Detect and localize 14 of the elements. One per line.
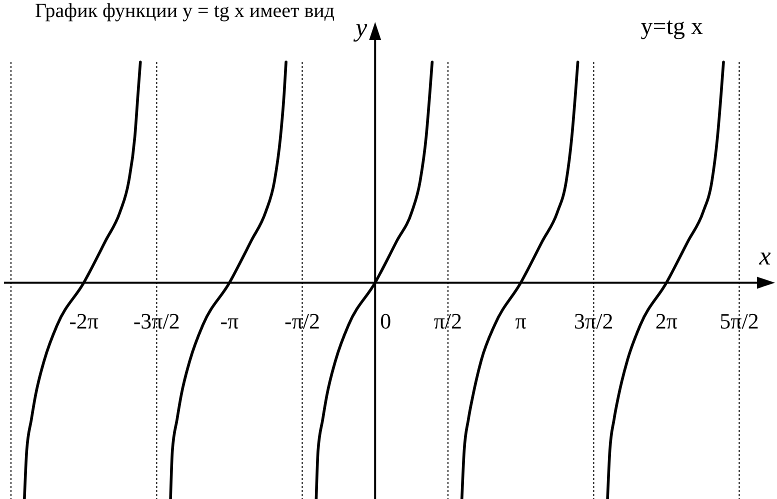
x-tick-label: -2π bbox=[69, 308, 99, 334]
x-tick-label: 5π/2 bbox=[720, 308, 759, 334]
x-tick-label: 3π/2 bbox=[574, 308, 614, 334]
x-tick-label: -π/2 bbox=[284, 308, 320, 334]
series-label: y=tg x bbox=[640, 14, 703, 40]
y-axis-title: y bbox=[352, 13, 368, 42]
x-tick-label: π bbox=[515, 308, 526, 334]
x-tick-label: 2π bbox=[655, 308, 678, 334]
x-tick-label: -π bbox=[220, 308, 239, 334]
x-tick-label: -3π/2 bbox=[133, 308, 180, 334]
chart-title: График функции y = tg x имеет вид bbox=[35, 0, 335, 22]
x-tick-label: 0 bbox=[380, 308, 392, 334]
x-tick-label: π/2 bbox=[434, 308, 462, 334]
x-axis-title: x bbox=[758, 242, 772, 271]
